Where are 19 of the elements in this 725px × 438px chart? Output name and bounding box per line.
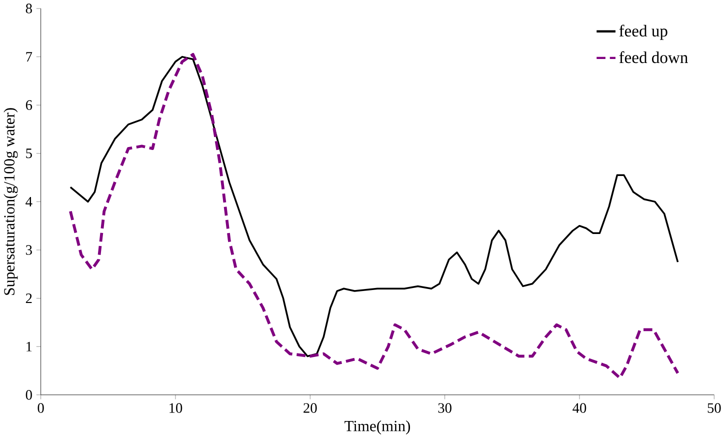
y-tick-label: 7 xyxy=(26,52,32,62)
y-tick-label: 0 xyxy=(26,390,32,400)
x-tick-label: 50 xyxy=(708,403,721,413)
y-tick-label: 5 xyxy=(26,148,32,158)
x-tick-label: 20 xyxy=(304,403,317,413)
y-tick-label: 4 xyxy=(26,196,32,206)
x-tick-label: 40 xyxy=(572,403,586,413)
y-axis-title: Supersaturation(g/100g water) xyxy=(4,108,18,295)
legend-label: feed up xyxy=(619,24,668,40)
y-tick-label: 8 xyxy=(26,4,32,14)
y-tick-label: 2 xyxy=(26,293,32,303)
y-tick-label: 3 xyxy=(26,245,32,255)
legend-label: feed down xyxy=(619,51,688,64)
y-tick-label: 1 xyxy=(26,342,32,352)
x-tick-label: 10 xyxy=(170,403,182,413)
x-axis-title: Time(min) xyxy=(344,420,410,434)
x-tick-label: 30 xyxy=(438,403,452,413)
y-tick-label: 6 xyxy=(26,100,32,110)
x-tick-label: 0 xyxy=(38,403,44,413)
